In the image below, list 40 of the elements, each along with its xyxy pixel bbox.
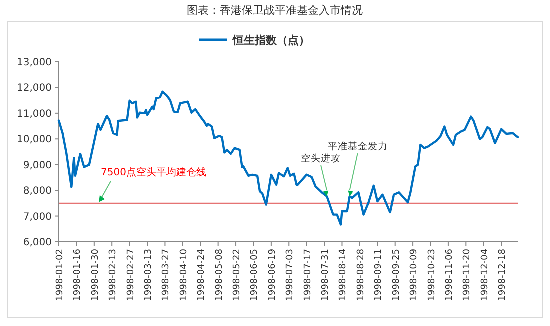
- x-tick-label: 1998-08-28: [356, 248, 366, 302]
- x-tick-label: 1998-01-02: [56, 249, 66, 302]
- annotation: 空头进攻: [301, 152, 342, 165]
- x-tick-label: 1998-07-31: [321, 249, 332, 302]
- legend-label: 恒生指数（点）: [232, 34, 310, 47]
- y-tick-label: 7,000: [23, 212, 52, 223]
- x-tick-label: 1998-07-03: [286, 249, 296, 302]
- line-series: [58, 90, 520, 226]
- x-tick-label: 1998-11-06: [444, 248, 455, 302]
- x-tick-label: 1998-03-13: [144, 249, 154, 302]
- y-tick-label: 12,000: [17, 83, 52, 94]
- y-tick-label: 9,000: [23, 160, 52, 172]
- y-tick-label: 10,000: [17, 134, 52, 146]
- x-tick-label: 1998-06-05: [250, 249, 260, 302]
- annotation: 平准基金发力: [328, 140, 388, 153]
- x-tick-label: 1998-02-27: [126, 249, 136, 302]
- x-tick-label: 1998-04-24: [197, 248, 208, 302]
- x-tick-label: 1998-05-08: [214, 248, 225, 302]
- x-tick-label: 1998-01-16: [73, 248, 84, 302]
- y-tick-label: 8,000: [23, 186, 52, 198]
- x-tick-label: 1998-09-25: [392, 249, 402, 302]
- x-tick-label: 1998-10-23: [427, 249, 438, 302]
- chart-title: 图表：香港保卫战平准基金入市情况: [187, 4, 363, 17]
- x-tick-label: 1998-07-17: [303, 249, 314, 302]
- x-tick-label: 1998-03-27: [162, 249, 172, 302]
- x-tick-label: 1998-12-18: [498, 248, 508, 302]
- ref-line-label: 7500点空头平均建仓线: [101, 166, 206, 178]
- y-tick-label: 13,000: [17, 58, 52, 68]
- x-tick-label: 1998-05-22: [232, 249, 243, 302]
- x-tick-label: 1998-01-30: [90, 248, 101, 302]
- x-tick-label: 1998-10-09: [410, 248, 420, 302]
- x-tick-label: 1998-02-13: [108, 249, 119, 302]
- x-tick-label: 1998-08-14: [338, 248, 349, 302]
- x-tick-label: 1998-09-11: [374, 249, 384, 302]
- y-tick-label: 11,000: [17, 108, 52, 120]
- x-tick-label: 1998-12-04: [480, 248, 490, 302]
- y-tick-label: 6,000: [23, 238, 52, 248]
- x-tick-label: 1998-11-20: [462, 248, 473, 302]
- x-tick-label: 1998-06-19: [268, 248, 278, 302]
- x-tick-label: 1998-04-10: [179, 248, 190, 302]
